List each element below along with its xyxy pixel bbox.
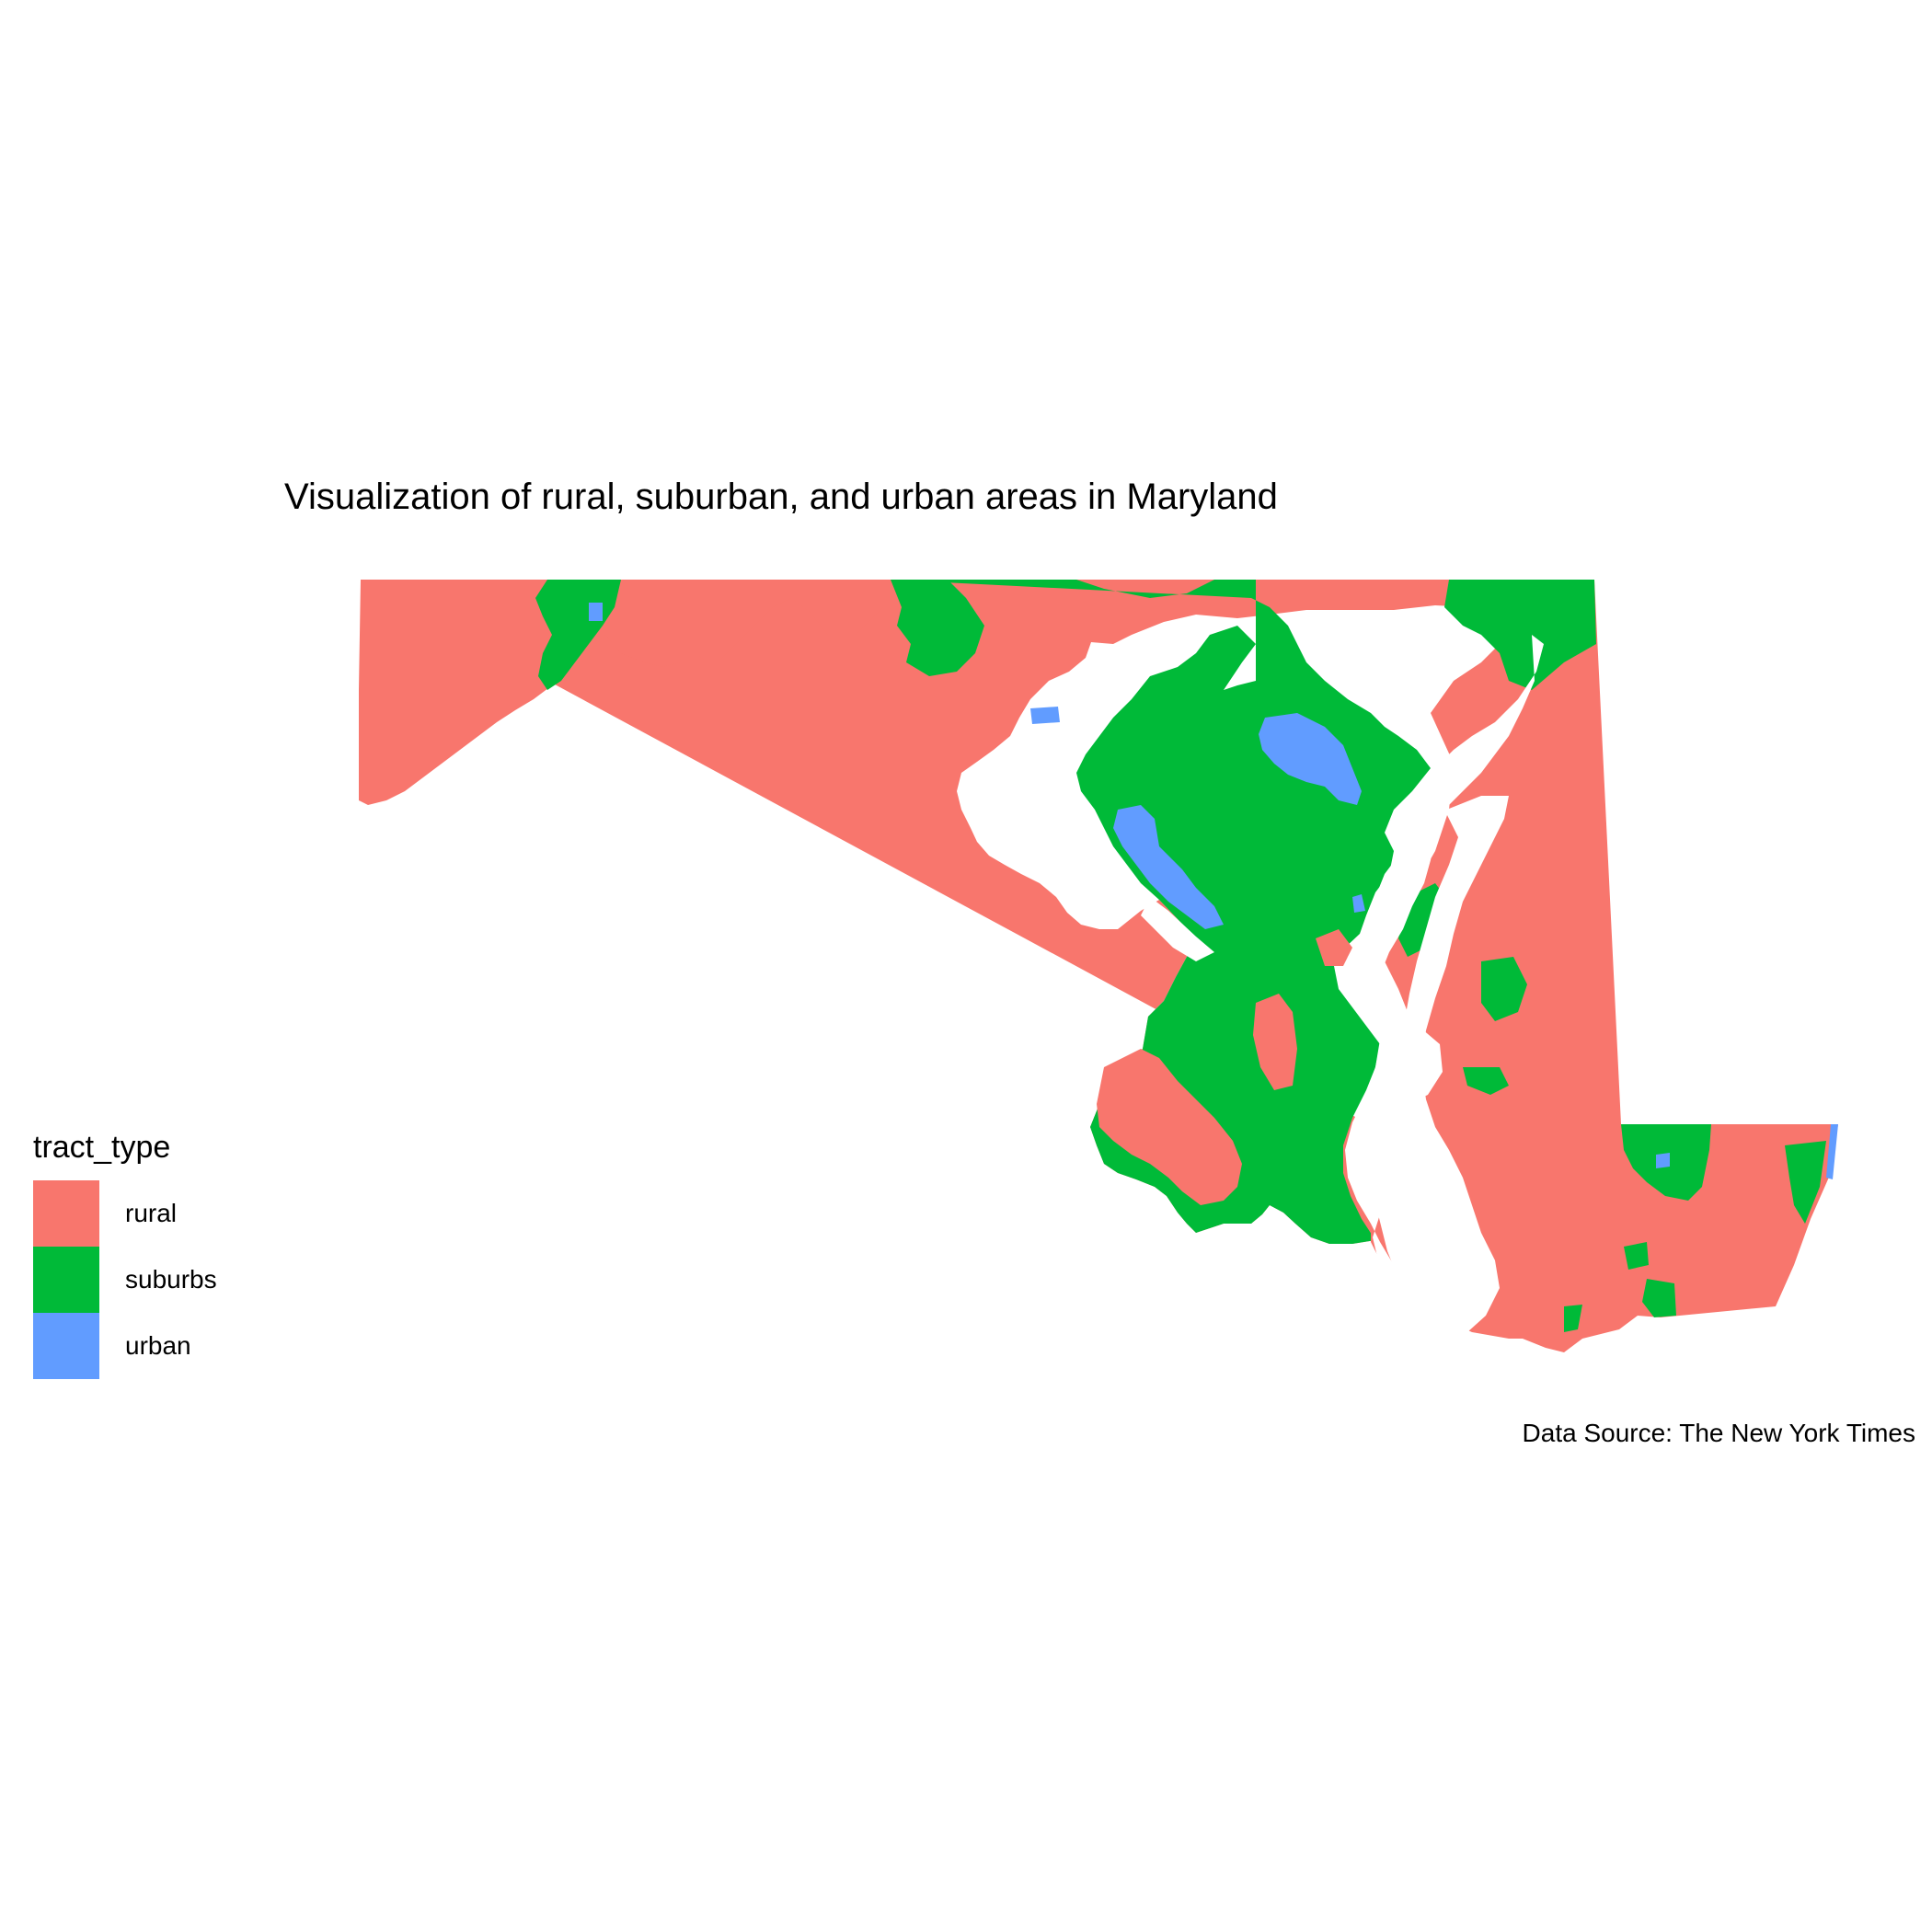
map-region-suburbs-ocean-pines — [1785, 1141, 1826, 1224]
map-region-urban-ocean-city — [1826, 1124, 1838, 1179]
map-region-rural-state — [361, 580, 1838, 1352]
map-region-suburbs-easton — [1481, 957, 1527, 1021]
legend-label-rural: rural — [125, 1199, 178, 1227]
legend-swatch-rural — [33, 1180, 99, 1247]
map-region-suburbs-pocomoke — [1642, 1279, 1676, 1317]
map-region-urban-annapolis — [1352, 894, 1365, 913]
legend-swatch-urban — [33, 1313, 99, 1379]
map-region-rural-southeast-md — [1316, 929, 1352, 966]
legend-swatch-suburbs — [33, 1247, 99, 1313]
legend-item-suburbs: suburbs — [33, 1247, 217, 1313]
map-region-suburbs-crisfield — [1564, 1305, 1582, 1332]
map-region-rural-charles — [1097, 1049, 1242, 1205]
map-water-chesapeake-bay — [1343, 635, 1544, 1325]
legend-item-rural: rural — [33, 1180, 217, 1247]
legend: tract_type rural suburbs urban — [33, 1130, 217, 1379]
map-region-rural-west — [359, 580, 897, 805]
map-region-suburbs-frederick — [891, 580, 984, 676]
map-water-bay-lower — [1378, 796, 1509, 1334]
legend-title: tract_type — [33, 1130, 171, 1165]
map-region-suburbs-westover — [1624, 1242, 1649, 1270]
map-region-urban-frederick — [1030, 707, 1060, 724]
map-region-urban-baltimore — [1259, 713, 1362, 805]
data-source-caption: Data Source: The New York Times — [1522, 1419, 1915, 1447]
map-region-urban-dc-suburbs — [1113, 805, 1224, 929]
legend-label-suburbs: suburbs — [125, 1265, 217, 1294]
legend-item-urban: urban — [33, 1313, 217, 1379]
legend-label-urban: urban — [125, 1331, 191, 1360]
map-region-suburbs-cambridge — [1463, 1067, 1509, 1095]
map-region-urban-hagerstown — [589, 603, 603, 621]
map-region-rural-calvert — [1253, 994, 1297, 1090]
map-water-potomac-notch — [1141, 897, 1214, 961]
map-region-suburbs-northeast — [1444, 580, 1596, 690]
chart-title: Visualization of rural, suburban, and ur… — [284, 477, 1278, 517]
map-region-urban-salisbury — [1656, 1153, 1670, 1168]
